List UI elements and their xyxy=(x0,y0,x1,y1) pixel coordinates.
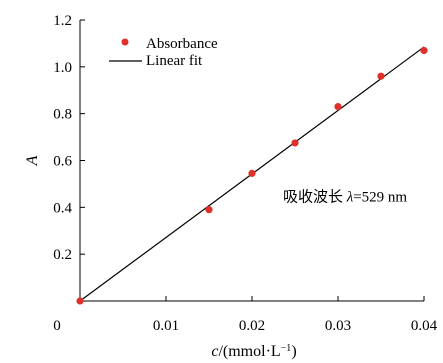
data-point xyxy=(377,72,385,80)
x-axis-unit: /(mmol·L xyxy=(218,343,280,360)
x-tick-label: 0.01 xyxy=(153,318,179,334)
y-tick-label: 1.2 xyxy=(53,13,72,29)
x-axis-title: c/(mmol·L−1) xyxy=(211,343,296,361)
legend-label-linear-fit: Linear fit xyxy=(146,53,203,69)
x-tick-label: 0.04 xyxy=(411,318,438,334)
tick-labels: 0.2 0.4 0.6 0.8 1.0 1.2 0 0.01 0.02 0.03 0.04 xyxy=(53,13,437,334)
data-point xyxy=(420,46,428,55)
data-point xyxy=(248,169,256,177)
data-point xyxy=(76,297,84,305)
y-tick-label: 0.4 xyxy=(53,200,72,216)
x-axis-unit-close: ) xyxy=(291,343,296,360)
y-tick-label: 0.2 xyxy=(53,247,72,263)
y-tick-label: 1.0 xyxy=(53,60,72,76)
legend-marker-absorbance xyxy=(121,38,129,46)
y-tick-label: 0.8 xyxy=(53,107,72,123)
x-axis-unit-exponent: −1 xyxy=(281,343,292,354)
x-axis-symbol: c xyxy=(211,343,218,360)
x-tick-label: 0.03 xyxy=(325,318,351,334)
legend: Absorbance Linear fit xyxy=(109,36,218,69)
data-points-layer xyxy=(76,46,428,305)
y-tick-label: 0.6 xyxy=(53,154,72,170)
annotation-symbol: λ xyxy=(346,189,354,205)
y-axis-title: A xyxy=(24,155,41,166)
x-tick-label: 0 xyxy=(53,318,61,334)
data-point xyxy=(334,103,342,111)
axes xyxy=(79,19,425,302)
data-point xyxy=(291,139,299,147)
wavelength-annotation: 吸收波长 λ=529 nm xyxy=(283,188,407,205)
legend-label-absorbance: Absorbance xyxy=(146,36,218,52)
data-point xyxy=(205,206,213,214)
annotation-value: =529 nm xyxy=(353,189,407,205)
annotation-prefix: 吸收波长 xyxy=(283,188,347,205)
x-tick-label: 0.02 xyxy=(239,318,265,334)
